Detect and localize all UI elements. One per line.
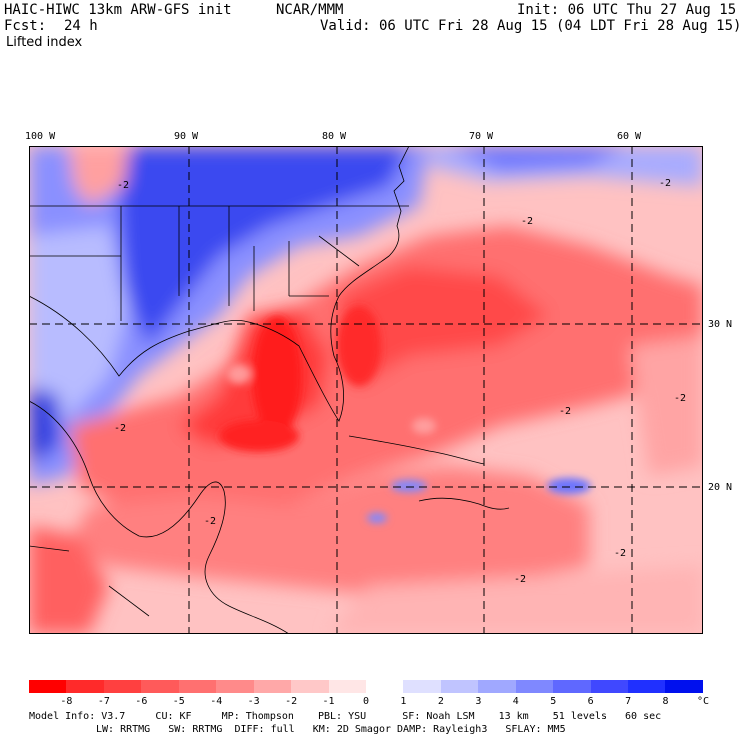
colorbar-tick-label: 5 [550, 696, 557, 707]
model-info-line-2: LW: RRTMG SW: RRTMG DIFF: full KM: 2D Sm… [96, 724, 566, 735]
lon-label-60w: 60 W [617, 131, 642, 142]
svg-text:-2: -2 [117, 180, 129, 191]
colorbar-swatch [515, 680, 554, 693]
svg-text:-2: -2 [204, 516, 216, 527]
lon-label-100w: 100 W [25, 131, 56, 142]
init-time: Init: 06 UTC Thu 27 Aug 15 [517, 2, 737, 18]
contour-labels: -2 -2 -2 -2 -2 -2 -2 -2 -2 [114, 178, 686, 585]
colorbar-tick-label: 0 [362, 696, 370, 707]
svg-text:-2: -2 [114, 423, 126, 434]
colorbar-swatch [628, 680, 666, 693]
colorbar-swatch [291, 680, 329, 693]
colorbar-swatch [328, 680, 366, 693]
colorbar-swatch [478, 680, 516, 693]
field-shading [29, 146, 703, 634]
colorbar-unit: °C [696, 696, 710, 707]
org-label: NCAR/MMM [276, 2, 344, 18]
colorbar-swatch [253, 680, 292, 693]
colorbar-tick-label: -4 [210, 696, 223, 707]
svg-text:-2: -2 [614, 548, 626, 559]
svg-text:-2: -2 [559, 406, 571, 417]
model-title: HAIC-HIWC 13km ARW-GFS init [4, 2, 232, 18]
colorbar-swatch [66, 680, 104, 693]
svg-text:-2: -2 [674, 393, 686, 404]
colorbar-tick-label: 8 [662, 696, 669, 707]
colorbar-swatch [665, 680, 703, 693]
colorbar-swatch [141, 680, 179, 693]
colorbar-swatch [365, 680, 404, 693]
valid-time: Valid: 06 UTC Fri 28 Aug 15 (04 LDT Fri … [320, 18, 740, 34]
lat-lon-grid [29, 146, 703, 634]
colorbar-tick-label: 2 [437, 696, 444, 707]
model-info-line-1: Model Info: V3.7 CU: KF MP: Thompson PBL… [29, 711, 662, 722]
colorbar-swatch [590, 680, 628, 693]
colorbar-swatch [103, 680, 142, 693]
colorbar-tick-label: 7 [625, 696, 632, 707]
colorbar-swatch [216, 680, 254, 693]
colorbar-tick-label: -5 [172, 696, 185, 707]
lon-label-80w: 80 W [322, 131, 347, 142]
forecast-label: Fcst: [4, 18, 47, 34]
coastlines [29, 146, 510, 634]
colorbar-swatch [178, 680, 217, 693]
colorbar [29, 680, 703, 693]
field-name: Lifted index [6, 35, 83, 50]
colorbar-tick-label: -8 [60, 696, 73, 707]
colorbar-tick-label: -2 [285, 696, 298, 707]
svg-text:-2: -2 [514, 574, 526, 585]
colorbar-swatch [440, 680, 479, 693]
lat-label-30n: 30 N [708, 319, 733, 330]
lon-label-70w: 70 W [469, 131, 494, 142]
colorbar-tick-label: -3 [247, 696, 260, 707]
lifted-index-map: -2 -2 -2 -2 -2 -2 -2 -2 -2 [29, 146, 703, 634]
colorbar-tick-label: 1 [400, 696, 407, 707]
colorbar-tick-label: 4 [512, 696, 519, 707]
colorbar-swatch [403, 680, 441, 693]
svg-text:-2: -2 [521, 216, 533, 227]
colorbar-tick-label: -7 [97, 696, 110, 707]
colorbar-tick-label: 3 [475, 696, 482, 707]
svg-text:-2: -2 [659, 178, 671, 189]
colorbar-tick-label: -6 [135, 696, 148, 707]
lon-label-90w: 90 W [174, 131, 199, 142]
colorbar-tick-label: -1 [322, 696, 335, 707]
colorbar-swatch [29, 680, 67, 693]
lat-label-20n: 20 N [708, 482, 733, 493]
colorbar-tick-label: 6 [587, 696, 594, 707]
forecast-hour: 24 h [64, 18, 98, 34]
colorbar-swatch [553, 680, 591, 693]
